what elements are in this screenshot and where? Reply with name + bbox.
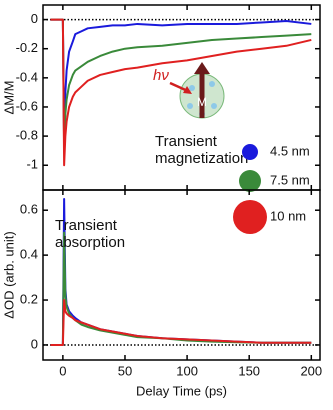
annotation: Transient xyxy=(155,133,218,150)
series-line xyxy=(50,18,312,145)
y-tick-label: 0.2 xyxy=(20,291,38,306)
x-tick-label: 0 xyxy=(59,363,66,378)
series-line xyxy=(50,18,312,152)
y-axis-label: ΔM/M xyxy=(1,81,16,115)
y-tick-label: -0.8 xyxy=(16,128,38,143)
inset-label: M xyxy=(197,95,207,109)
x-tick-label: 50 xyxy=(118,363,132,378)
inset-label: hν xyxy=(153,67,169,84)
plot-frame xyxy=(42,189,321,361)
legend-marker xyxy=(233,200,267,234)
y-tick-label: 0 xyxy=(31,11,38,26)
x-tick-label: 200 xyxy=(300,363,322,378)
legend-label: 4.5 nm xyxy=(270,143,310,158)
y-tick-label: 0.4 xyxy=(20,247,38,262)
atom xyxy=(209,81,215,87)
y-tick-label: -1 xyxy=(26,157,38,172)
atom xyxy=(211,103,217,109)
y-tick-label: -0.6 xyxy=(16,98,38,113)
annotation: magnetization xyxy=(155,150,248,167)
moment-arrowhead xyxy=(194,62,210,74)
y-axis-label: ΔOD (arb. unit) xyxy=(1,231,16,318)
atom xyxy=(187,103,193,109)
legend-marker xyxy=(242,144,258,160)
y-tick-label: -0.4 xyxy=(16,69,38,84)
legend-label: 7.5 nm xyxy=(270,172,310,187)
inset-molecule xyxy=(169,62,225,119)
y-tick-label: 0 xyxy=(31,336,38,351)
y-tick-label: -0.2 xyxy=(16,40,38,55)
series-line xyxy=(50,299,312,346)
legend-marker xyxy=(239,170,261,192)
y-tick-label: 0.6 xyxy=(20,202,38,217)
annotation: absorption xyxy=(55,234,125,251)
annotation: Transient xyxy=(55,217,118,234)
x-tick-label: 150 xyxy=(238,363,260,378)
series-line xyxy=(50,18,312,167)
x-axis-label: Delay Time (ps) xyxy=(136,383,227,398)
light-arrowhead xyxy=(183,86,192,94)
atom xyxy=(189,85,195,91)
legend-label: 10 nm xyxy=(270,208,306,223)
x-tick-label: 100 xyxy=(176,363,198,378)
